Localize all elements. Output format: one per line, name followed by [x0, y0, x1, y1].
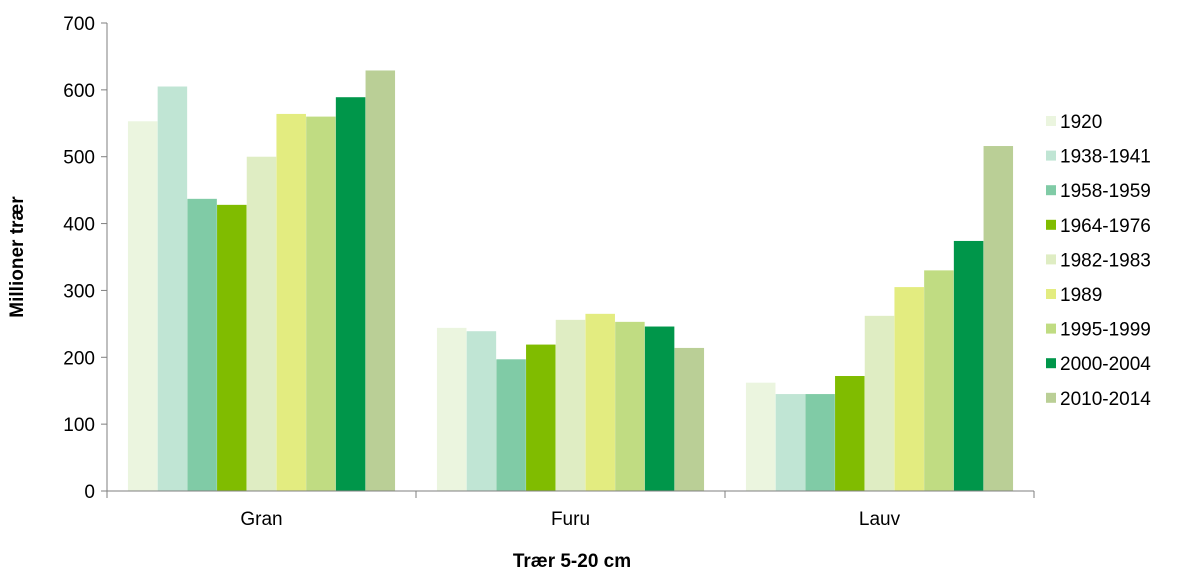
y-tick-label: 500	[63, 148, 95, 169]
legend-swatch	[1046, 254, 1056, 265]
y-tick-label: 200	[63, 348, 95, 369]
bar-lauv-1982-1983	[864, 315, 895, 491]
legend-label: 2010-2014	[1060, 389, 1151, 410]
y-tick-label: 0	[84, 482, 95, 503]
y-axis-title: Millioner trær	[7, 196, 28, 318]
bar-gran-1958-1959	[187, 198, 217, 491]
legend-label: 2000-2004	[1060, 354, 1151, 375]
legend-item: 1989	[1046, 285, 1102, 306]
bar-gran-2010-2014	[365, 70, 396, 491]
bar-gran-1964-1976	[217, 204, 247, 491]
bar-gran-1920	[127, 121, 158, 491]
bar-lauv-1989	[894, 287, 924, 491]
bar-gran-1938-1941	[157, 86, 188, 491]
y-tick-label: 700	[63, 14, 95, 35]
legend-label: 1995-1999	[1060, 320, 1151, 341]
legend-label: 1964-1976	[1060, 216, 1151, 237]
bar-furu-1920	[436, 327, 467, 491]
legend-item: 2010-2014	[1046, 389, 1151, 410]
bar-furu-1989	[585, 313, 615, 491]
legend-item: 1982-1983	[1046, 250, 1151, 271]
bar-gran-1989	[276, 113, 306, 492]
legend-item: 2000-2004	[1046, 354, 1151, 375]
x-tick-label-gran: Gran	[240, 509, 282, 530]
legend-item: 1958-1959	[1046, 181, 1151, 202]
y-tick-label: 400	[63, 215, 95, 236]
legend-swatch	[1046, 219, 1056, 230]
legend-item: 1995-1999	[1046, 320, 1151, 341]
legend-item: 1920	[1046, 112, 1102, 133]
legend-swatch	[1046, 185, 1056, 196]
legend-label: 1989	[1060, 285, 1102, 306]
bar-furu-1995-1999	[615, 321, 645, 491]
legend-swatch	[1046, 323, 1056, 334]
bar-furu-1982-1983	[555, 319, 586, 491]
legend: 1920 1938-1941 1958-1959 1964-1976 1982-1983…	[1046, 112, 1151, 410]
legend-label: 1938-1941	[1060, 147, 1151, 168]
bars	[127, 70, 1014, 492]
bar-furu-1938-1941	[466, 331, 497, 491]
bar-lauv-2010-2014	[983, 146, 1014, 491]
bar-furu-1958-1959	[496, 359, 526, 491]
legend-swatch	[1046, 392, 1056, 403]
legend-item: 1964-1976	[1046, 216, 1151, 237]
legend-swatch	[1046, 150, 1056, 161]
x-axis-title: Trær 5-20 cm	[513, 551, 631, 572]
legend-item: 1938-1941	[1046, 147, 1151, 168]
bar-gran-2000-2004	[335, 97, 366, 492]
legend-swatch	[1046, 358, 1056, 369]
axes: 0 100 200 300 400 500 600 700 Gran Furu Lauv	[63, 14, 1035, 530]
bar-gran-1995-1999	[306, 116, 336, 491]
x-tick-label-lauv: Lauv	[859, 509, 901, 530]
y-tick-label: 100	[63, 415, 95, 436]
legend-label: 1982-1983	[1060, 250, 1151, 271]
legend-swatch	[1046, 116, 1056, 126]
bar-lauv-1938-1941	[775, 394, 806, 491]
bar-lauv-2000-2004	[953, 240, 984, 491]
bar-gran-1982-1983	[246, 156, 277, 491]
x-tick-label-furu: Furu	[551, 509, 590, 530]
bar-lauv-1958-1959	[805, 394, 835, 491]
bar-furu-2010-2014	[674, 347, 705, 491]
legend-label: 1958-1959	[1060, 181, 1151, 202]
bar-furu-2000-2004	[644, 326, 675, 491]
bar-lauv-1995-1999	[924, 270, 954, 491]
legend-label: 1920	[1060, 112, 1102, 133]
y-tick-label: 300	[63, 281, 95, 302]
bar-furu-1964-1976	[526, 344, 556, 491]
y-tick-label: 600	[63, 81, 95, 102]
bar-lauv-1920	[745, 382, 776, 491]
bar-lauv-1964-1976	[835, 376, 865, 491]
legend-swatch	[1046, 289, 1056, 299]
